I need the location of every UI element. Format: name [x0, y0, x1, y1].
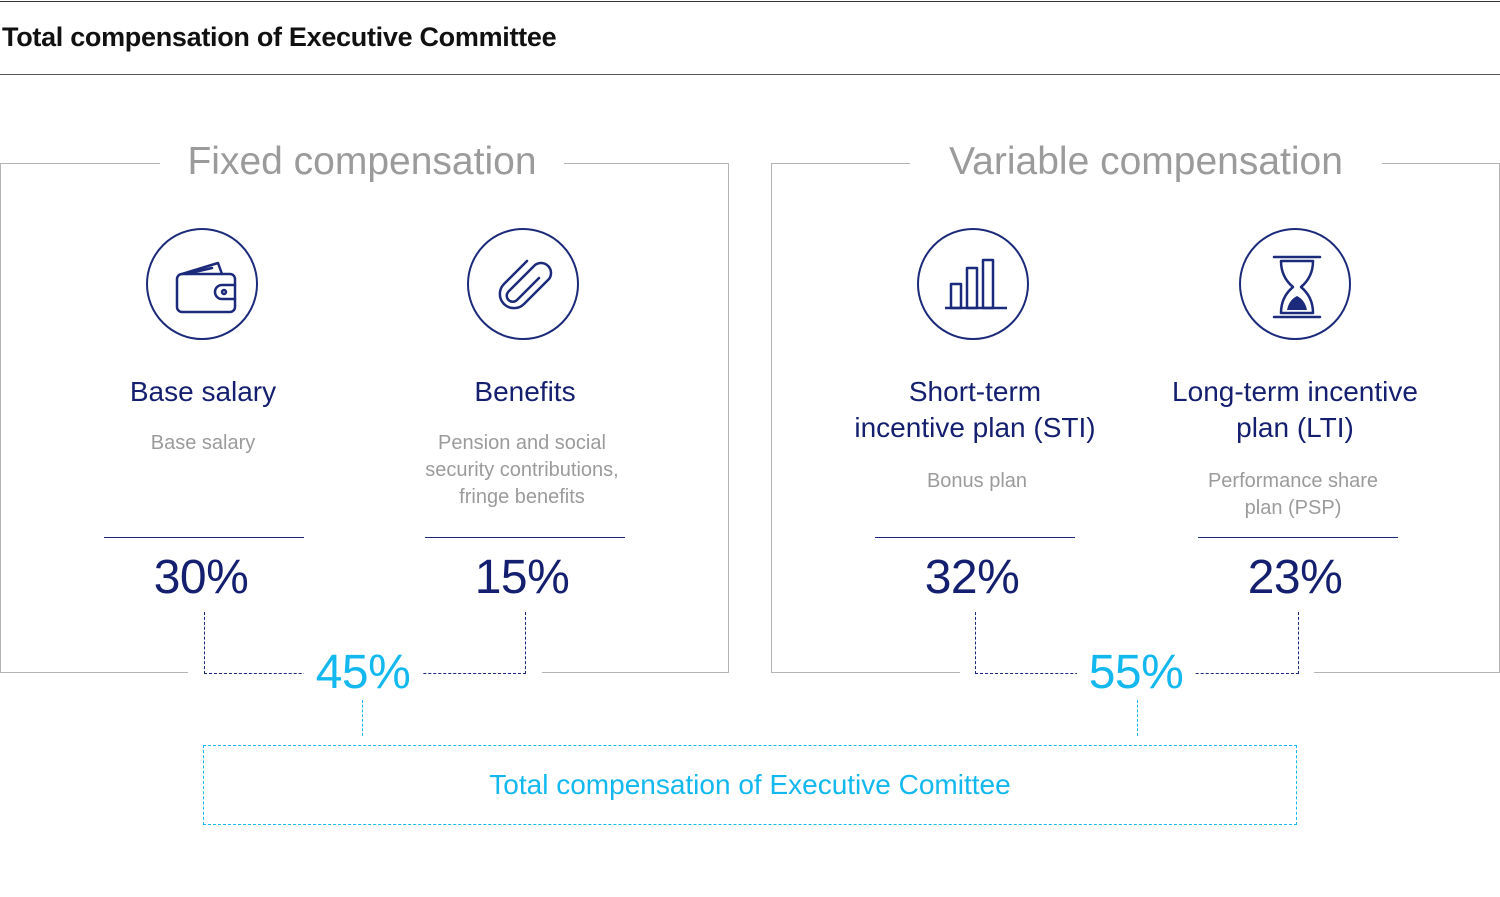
base-salary-description: Base salary	[150, 432, 256, 454]
benefits-title: Benefits	[474, 376, 576, 407]
variable-total-stem	[1137, 700, 1138, 736]
benefits-percent: 15%	[474, 551, 570, 604]
base-salary-percent: 30%	[153, 551, 249, 604]
variable-compensation-title: Variable compensation	[910, 139, 1382, 185]
top-rule	[0, 1, 1500, 2]
hourglass-icon	[1239, 228, 1351, 340]
lti-title: Long-term incentive plan (LTI)	[1172, 376, 1418, 443]
base-salary-title: Base salary	[129, 376, 277, 407]
page-title: Total compensation of Executive Committe…	[2, 22, 557, 52]
sti-rule	[875, 537, 1075, 538]
lti-percent: 23%	[1247, 551, 1343, 604]
lti-description: Performance share plan (PSP)	[1207, 470, 1379, 519]
sti-title: Short-term incentive plan (STI)	[854, 376, 1096, 443]
bar-chart-icon	[917, 228, 1029, 340]
base-salary-rule	[104, 537, 304, 538]
total-compensation-label: Total compensation of Executive Comittee	[489, 769, 1011, 800]
sti-description: Bonus plan	[926, 470, 1028, 492]
variable-total-percent: 55%	[1077, 644, 1195, 702]
fixed-total-percent: 45%	[304, 644, 422, 702]
fixed-total-stem	[362, 700, 363, 736]
wallet-icon	[146, 228, 258, 340]
paperclip-icon	[467, 228, 579, 340]
lti-rule	[1198, 537, 1398, 538]
sti-percent: 32%	[924, 551, 1020, 604]
fixed-compensation-title: Fixed compensation	[160, 139, 564, 185]
total-compensation-box: Total compensation of Executive Comittee	[203, 745, 1297, 825]
benefits-description: Pension and social security contribution…	[425, 432, 619, 508]
title-underline	[0, 74, 1500, 75]
benefits-rule	[425, 537, 625, 538]
